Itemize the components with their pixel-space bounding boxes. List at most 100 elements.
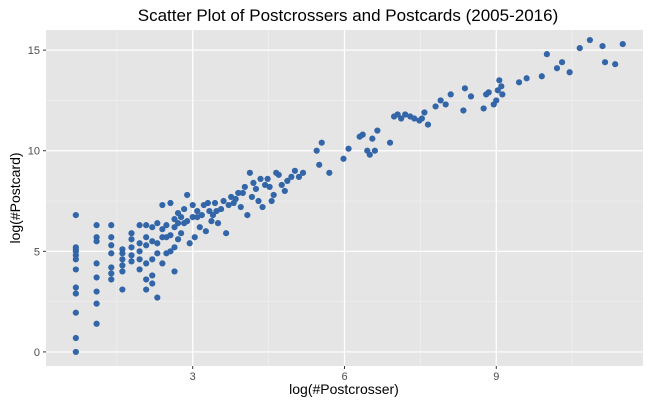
- data-point: [143, 260, 150, 267]
- data-point: [275, 171, 282, 178]
- data-point: [174, 220, 182, 227]
- data-point: [93, 300, 100, 307]
- x-tick-label: 6: [341, 371, 347, 383]
- data-point: [619, 40, 626, 48]
- data-point: [72, 348, 79, 356]
- data-point: [167, 199, 174, 207]
- data-point: [244, 212, 251, 219]
- data-point: [128, 244, 135, 251]
- data-point: [461, 85, 469, 92]
- data-point: [108, 222, 115, 229]
- data-point: [211, 199, 219, 207]
- data-point: [72, 290, 79, 297]
- data-point: [93, 222, 100, 229]
- data-points: [72, 36, 626, 356]
- data-point: [72, 266, 79, 273]
- y-axis-ticks: 0 5 10 15: [28, 45, 46, 359]
- data-point: [154, 250, 161, 257]
- chart-title: Scatter Plot of Postcrossers and Postcar…: [138, 6, 558, 25]
- data-point: [149, 224, 156, 231]
- data-point: [538, 73, 545, 80]
- data-point: [136, 266, 143, 273]
- data-point: [72, 212, 79, 219]
- data-point: [316, 161, 323, 168]
- data-point: [128, 230, 135, 237]
- data-point: [291, 167, 299, 174]
- y-axis-label: log(#Postcard): [7, 152, 23, 243]
- data-point: [154, 294, 161, 301]
- data-point: [259, 203, 266, 211]
- data-point: [394, 111, 401, 118]
- data-point: [239, 189, 246, 197]
- data-point: [167, 232, 174, 239]
- data-point: [553, 65, 561, 72]
- data-point: [186, 240, 193, 247]
- data-point: [171, 216, 178, 223]
- data-point: [523, 75, 530, 82]
- data-point: [108, 264, 115, 271]
- data-point: [498, 83, 505, 90]
- y-tick-label: 15: [28, 45, 40, 57]
- data-point: [601, 59, 609, 66]
- data-point: [467, 93, 475, 100]
- data-point: [72, 334, 79, 342]
- data-point: [241, 183, 248, 191]
- data-point: [612, 61, 619, 68]
- data-point: [143, 276, 150, 283]
- data-point: [402, 111, 409, 118]
- data-point: [108, 234, 115, 241]
- data-point: [284, 177, 291, 184]
- x-axis-ticks: 3 6 9: [190, 366, 499, 383]
- data-point: [371, 147, 378, 154]
- data-point: [515, 79, 523, 86]
- data-point: [558, 59, 566, 66]
- data-point: [270, 191, 277, 199]
- data-point: [493, 97, 500, 104]
- data-point: [198, 212, 205, 219]
- data-point: [421, 109, 428, 116]
- data-point: [437, 97, 444, 104]
- data-point: [177, 230, 185, 237]
- data-point: [149, 280, 156, 287]
- x-axis-label: log(#Postcrosser): [289, 381, 399, 397]
- data-point: [72, 309, 79, 316]
- data-point: [494, 87, 501, 94]
- data-point: [499, 91, 506, 98]
- x-tick-label: 3: [190, 371, 196, 383]
- data-point: [208, 218, 215, 225]
- data-point: [359, 131, 366, 138]
- data-point: [411, 115, 418, 122]
- data-point: [159, 260, 166, 267]
- data-point: [447, 91, 454, 98]
- data-point: [196, 224, 203, 231]
- data-point: [119, 262, 126, 269]
- data-point: [369, 135, 376, 142]
- data-point: [143, 234, 150, 241]
- data-point: [154, 220, 161, 227]
- data-point: [220, 197, 227, 205]
- data-point: [398, 115, 405, 122]
- data-point: [485, 89, 492, 96]
- data-point: [149, 256, 156, 263]
- data-point: [299, 169, 307, 176]
- data-point: [418, 115, 426, 122]
- data-point: [136, 222, 143, 229]
- data-point: [154, 240, 161, 247]
- data-point: [93, 320, 100, 327]
- data-point: [149, 272, 156, 279]
- data-point: [543, 51, 550, 58]
- data-point: [586, 36, 593, 44]
- data-point: [257, 175, 264, 182]
- data-point: [194, 207, 201, 215]
- data-point: [143, 222, 150, 229]
- data-point: [223, 230, 230, 237]
- data-point: [191, 234, 198, 241]
- data-point: [171, 224, 178, 231]
- data-point: [266, 183, 273, 191]
- x-tick-label: 9: [493, 371, 499, 383]
- data-point: [326, 169, 333, 176]
- data-point: [108, 242, 115, 249]
- data-point: [177, 214, 185, 221]
- y-tick-label: 10: [28, 146, 40, 158]
